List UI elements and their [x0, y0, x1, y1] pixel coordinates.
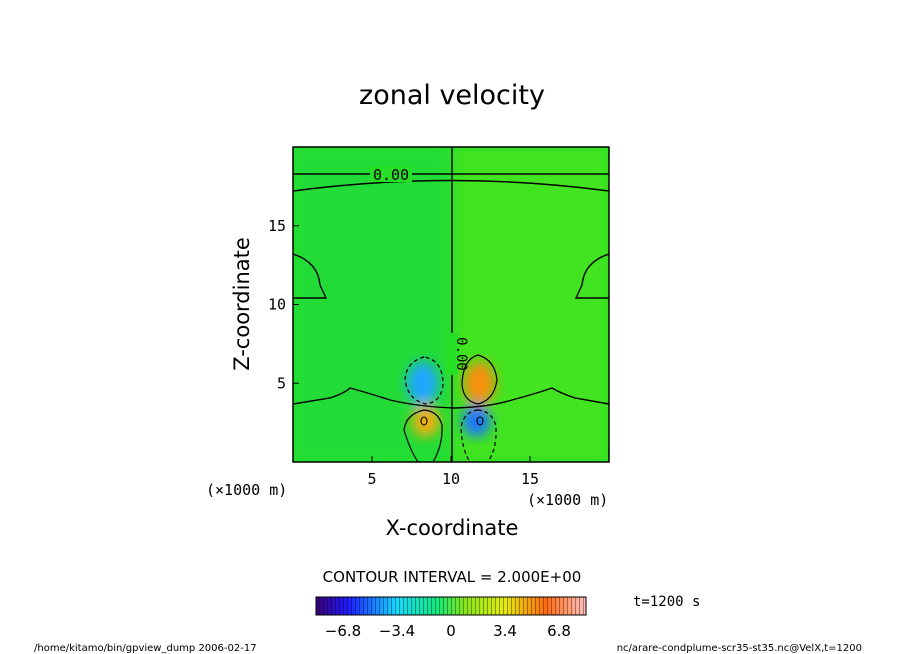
- z-tick-label: 10: [268, 296, 286, 314]
- z-axis-label: Z-coordinate: [230, 237, 254, 371]
- contour-small-left: [420, 416, 428, 426]
- colorbar-tick-label: −6.8: [325, 622, 361, 640]
- footer-left: /home/kitamo/bin/gpview_dump 2006-02-17: [34, 643, 257, 654]
- z-unit-label: (×1000 m): [527, 491, 608, 509]
- contour-pos-lower-left: [403, 409, 443, 462]
- velocity-cell-0: [406, 361, 439, 406]
- contour-small-right: [476, 416, 484, 426]
- colorbar-tick-label: 3.4: [493, 622, 517, 640]
- contour-zero-lower: [293, 387, 609, 409]
- contour-label-bg-v: [446, 333, 458, 375]
- footer-right: nc/arare-condplume-scr35-st35.nc@VelX,t=…: [617, 643, 862, 654]
- x-tick-label: 15: [521, 470, 539, 488]
- colorbar-tick-label: −3.4: [379, 622, 415, 640]
- contour-label-horizontal: 0.00: [373, 166, 409, 184]
- x-unit-label: (×1000 m): [206, 481, 287, 499]
- z-tick-label: 5: [277, 374, 286, 392]
- contour-left-edge: [293, 253, 328, 299]
- time-label: t=1200 s: [633, 594, 700, 610]
- contour-neg-upper-left: [404, 356, 444, 405]
- contour-label-bg-h: [370, 166, 412, 182]
- colorbar: −6.8 −3.4 0 3.4 6.8: [315, 596, 587, 640]
- contour-zero-arc: [293, 179, 609, 192]
- colorbar-tick-label: 6.8: [547, 622, 571, 640]
- contour-label-vertical: 0.00: [453, 337, 469, 371]
- z-axis-ticks: 5 10 15: [268, 217, 299, 392]
- colorbar-tick-label: 0: [446, 622, 456, 640]
- velocity-cell-1: [463, 361, 496, 406]
- colorbar-stripes: [316, 597, 586, 615]
- colorbar-frame: [315, 596, 587, 616]
- velocity-cell-2: [411, 405, 440, 437]
- chart-title: zonal velocity: [359, 80, 545, 111]
- x-axis-label: X-coordinate: [386, 516, 519, 540]
- x-axis-ticks: 5 10 15: [367, 456, 539, 488]
- x-tick-label: 10: [442, 470, 460, 488]
- contour-right-edge: [574, 253, 609, 299]
- z-tick-label: 15: [268, 217, 286, 235]
- contour-interval: CONTOUR INTERVAL = 2.000E+00: [323, 568, 582, 586]
- x-tick-label: 5: [367, 470, 376, 488]
- colorbar-ticks: −6.8 −3.4 0 3.4 6.8: [325, 622, 571, 640]
- plot-area: [293, 147, 609, 462]
- contour-pos-upper-right: [461, 354, 498, 405]
